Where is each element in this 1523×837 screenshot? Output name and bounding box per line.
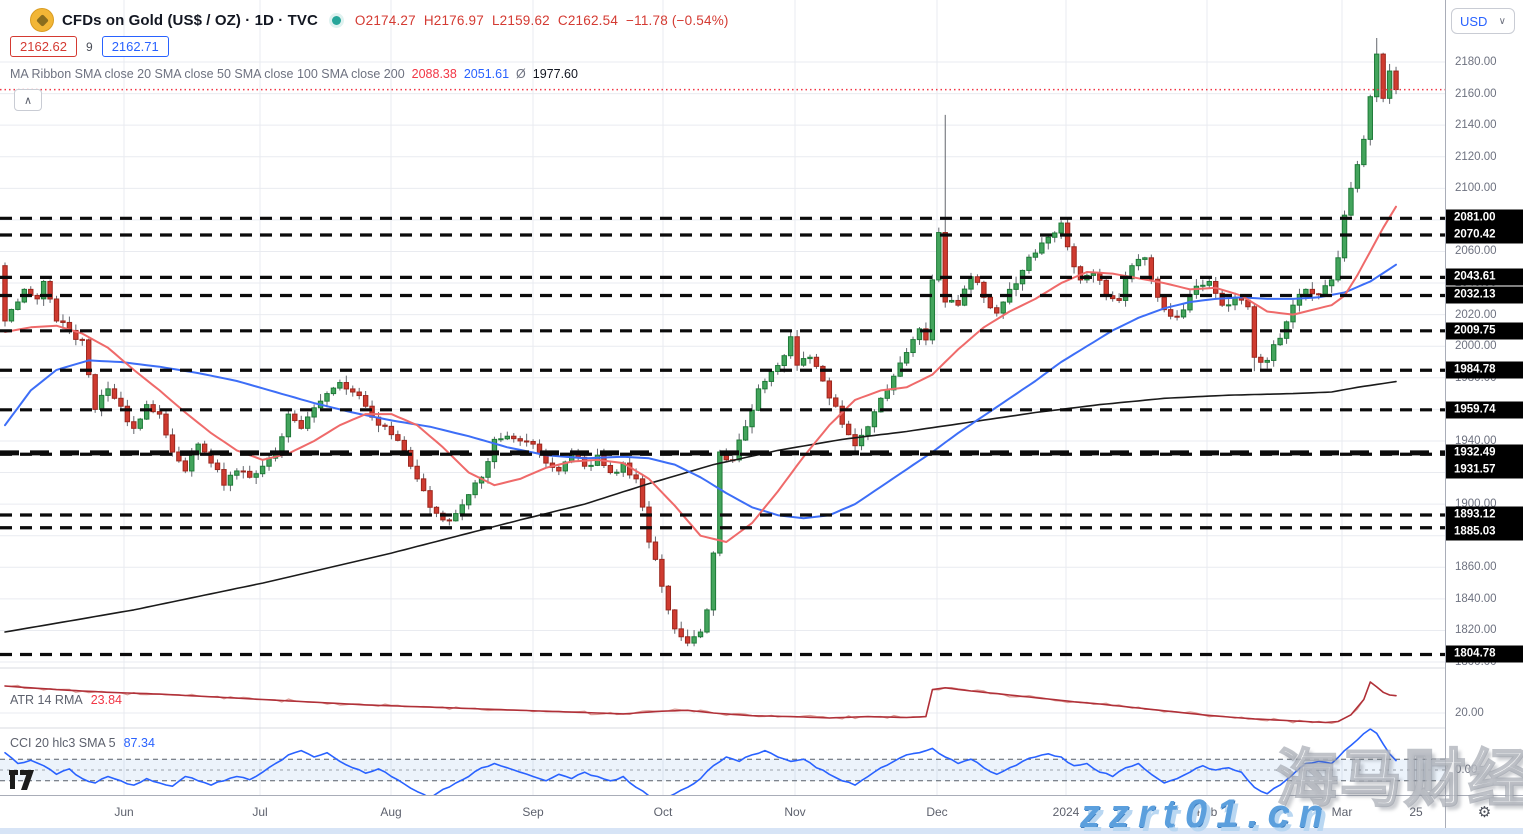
price-tick: 2060.00 [1455,245,1497,258]
level-price-label: 2081.00 [1446,209,1523,227]
bid-ask-row: 2162.62 9 2162.71 [10,36,169,57]
price-tick: 1820.00 [1455,624,1497,637]
chevron-down-icon: ∨ [1498,15,1506,27]
cci-axis-tick: 0.00 [1455,764,1478,776]
atr-legend[interactable]: ATR 14 RMA 23.84 [10,693,122,707]
level-price-label: 1893.12 [1446,506,1523,524]
price-tick: 2000.00 [1455,340,1497,353]
level-price-label: 1959.74 [1446,401,1523,419]
ma50-value: 2051.61 [463,67,510,81]
watermark-chinese: 海马财经 [1275,744,1523,815]
month-label: Jun [114,805,134,819]
month-label: Mar [1331,805,1353,819]
ask-button[interactable]: 2162.71 [101,36,169,57]
average-symbol: Ø [516,67,526,81]
price-tick: 2120.00 [1455,150,1497,163]
level-price-label: 2009.75 [1446,322,1523,340]
level-price-label: 1885.03 [1446,523,1523,541]
price-tick: 2160.00 [1455,87,1497,100]
atr-label: ATR 14 RMA [10,693,83,707]
price-axis[interactable]: 1800.001820.001840.001860.001880.001900.… [1445,0,1523,795]
level-price-label: 2070.42 [1446,226,1523,244]
month-label: Feb [1196,805,1218,819]
ohlc-low: L2159.62 [491,12,550,28]
ma-ribbon-label: MA Ribbon SMA close 20 SMA close 50 SMA … [10,67,405,81]
level-price-label: 1931.57 [1446,461,1523,479]
price-tick: 2020.00 [1455,308,1497,321]
ma-ribbon-lines[interactable] [4,205,1397,633]
ma-ribbon-legend[interactable]: MA Ribbon SMA close 20 SMA close 50 SMA … [10,67,578,81]
gold-coin-icon [30,8,54,32]
price-tick: 1860.00 [1455,561,1497,574]
candlestick-series [2,37,1399,647]
gear-icon: ⚙ [1477,804,1492,821]
ma20-value: 2088.38 [411,67,457,81]
market-status-icon [331,15,341,25]
currency-value: USD [1460,13,1488,29]
collapse-icon: ∧ [23,94,33,107]
month-label: Jul [252,805,268,819]
price-level-lines[interactable] [0,216,1445,657]
price-tick: 2180.00 [1455,56,1497,68]
cci-value: 87.34 [123,736,155,750]
month-label: Nov [784,805,806,819]
price-tick: 2100.00 [1455,182,1497,195]
cci-label: CCI 20 hlc3 SMA 5 [10,736,116,750]
month-label: Aug [380,805,402,819]
price-tick: 2140.00 [1455,119,1497,132]
month-label: Sep [522,805,544,819]
price-tick: 1840.00 [1455,592,1497,605]
cci-line[interactable] [4,728,1397,800]
watermark-site: zzrt01.cn [1080,792,1333,836]
symbol-header: CFDs on Gold (US$ / OZ) · 1D · TVC O2174… [30,8,729,32]
level-price-label: 1804.78 [1446,645,1523,663]
bid-button[interactable]: 2162.62 [10,36,77,57]
price-tick: 1940.00 [1455,434,1497,447]
level-price-label: 1932.49 [1446,444,1523,462]
cci-band [0,758,1445,782]
month-label: 2024 [1052,805,1080,819]
time-partial-label: 25 [1409,805,1423,819]
axis-settings-corner[interactable]: ⚙ [1445,796,1523,828]
ohlc-close: C2162.54 [557,12,619,28]
ohlc-high: H2176.97 [423,12,484,28]
symbol-title[interactable]: CFDs on Gold (US$ / OZ) · 1D · TVC [62,11,318,29]
month-label: Oct [653,805,673,819]
level-price-label: 2032.13 [1446,286,1523,304]
currency-dropdown[interactable]: USD ∨ [1451,8,1515,34]
gridlines [0,0,1445,795]
atr-value: 23.84 [90,693,122,707]
spread-value: 9 [86,39,93,54]
ma200-value: 1977.60 [532,67,578,81]
level-price-label: 1984.78 [1446,361,1523,379]
cci-legend[interactable]: CCI 20 hlc3 SMA 5 87.34 [10,736,155,750]
month-label: Dec [926,805,948,819]
ohlc-change: −11.78 (−0.54%) [626,12,729,28]
ohlc-open: O2174.27 [354,12,416,28]
time-axis[interactable]: Jun Jul Aug Sep Oct Nov Dec 2024 Feb Mar 25 [0,795,1523,828]
atr-line[interactable] [4,681,1397,725]
atr-axis-tick: 20.00 [1455,707,1484,719]
tradingview-logo[interactable] [8,769,36,791]
collapse-button[interactable]: ∧ [14,89,42,111]
level-price-label: 2043.61 [1446,268,1523,286]
bottom-highlight-strip [0,828,1523,834]
